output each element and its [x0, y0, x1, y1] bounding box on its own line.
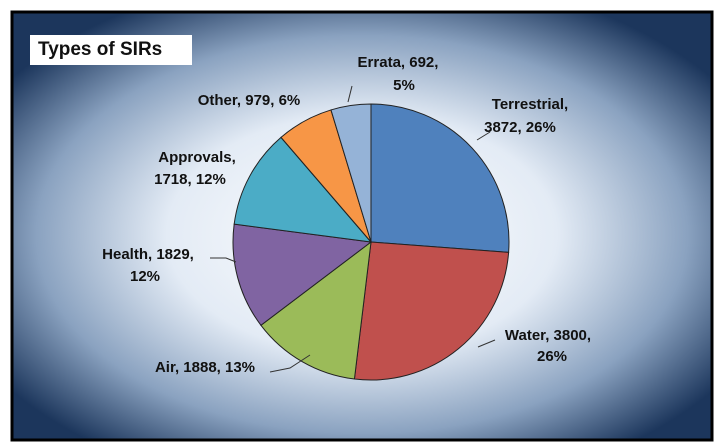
data-label: Errata, 692, [358, 54, 439, 71]
data-label: 12% [130, 268, 160, 285]
leader-line [269, 354, 311, 373]
chart-title: Types of SIRs [38, 39, 162, 60]
data-label: 3872, 26% [484, 119, 556, 136]
data-label: 5% [393, 77, 415, 94]
pie-slice [353, 241, 510, 381]
pie-slice [233, 136, 373, 243]
title-box [30, 35, 192, 65]
pie-slice [232, 223, 373, 326]
data-label: 26% [537, 348, 567, 365]
data-label: Terrestrial, [492, 96, 568, 113]
pie-slice [370, 103, 510, 253]
pie-slice [260, 240, 372, 380]
data-label: Health, 1829, [102, 246, 194, 263]
data-label: Other, 979, 6% [198, 92, 301, 109]
leader-line [476, 131, 491, 141]
leader-line [477, 339, 496, 348]
data-label: Approvals, [158, 149, 236, 166]
pie-slice [330, 103, 372, 243]
data-label: Water, 3800, [505, 327, 591, 344]
data-label: 1718, 12% [154, 171, 226, 188]
data-label: Air, 1888, 13% [155, 359, 255, 376]
leader-line [210, 257, 237, 263]
leader-line [347, 85, 353, 103]
